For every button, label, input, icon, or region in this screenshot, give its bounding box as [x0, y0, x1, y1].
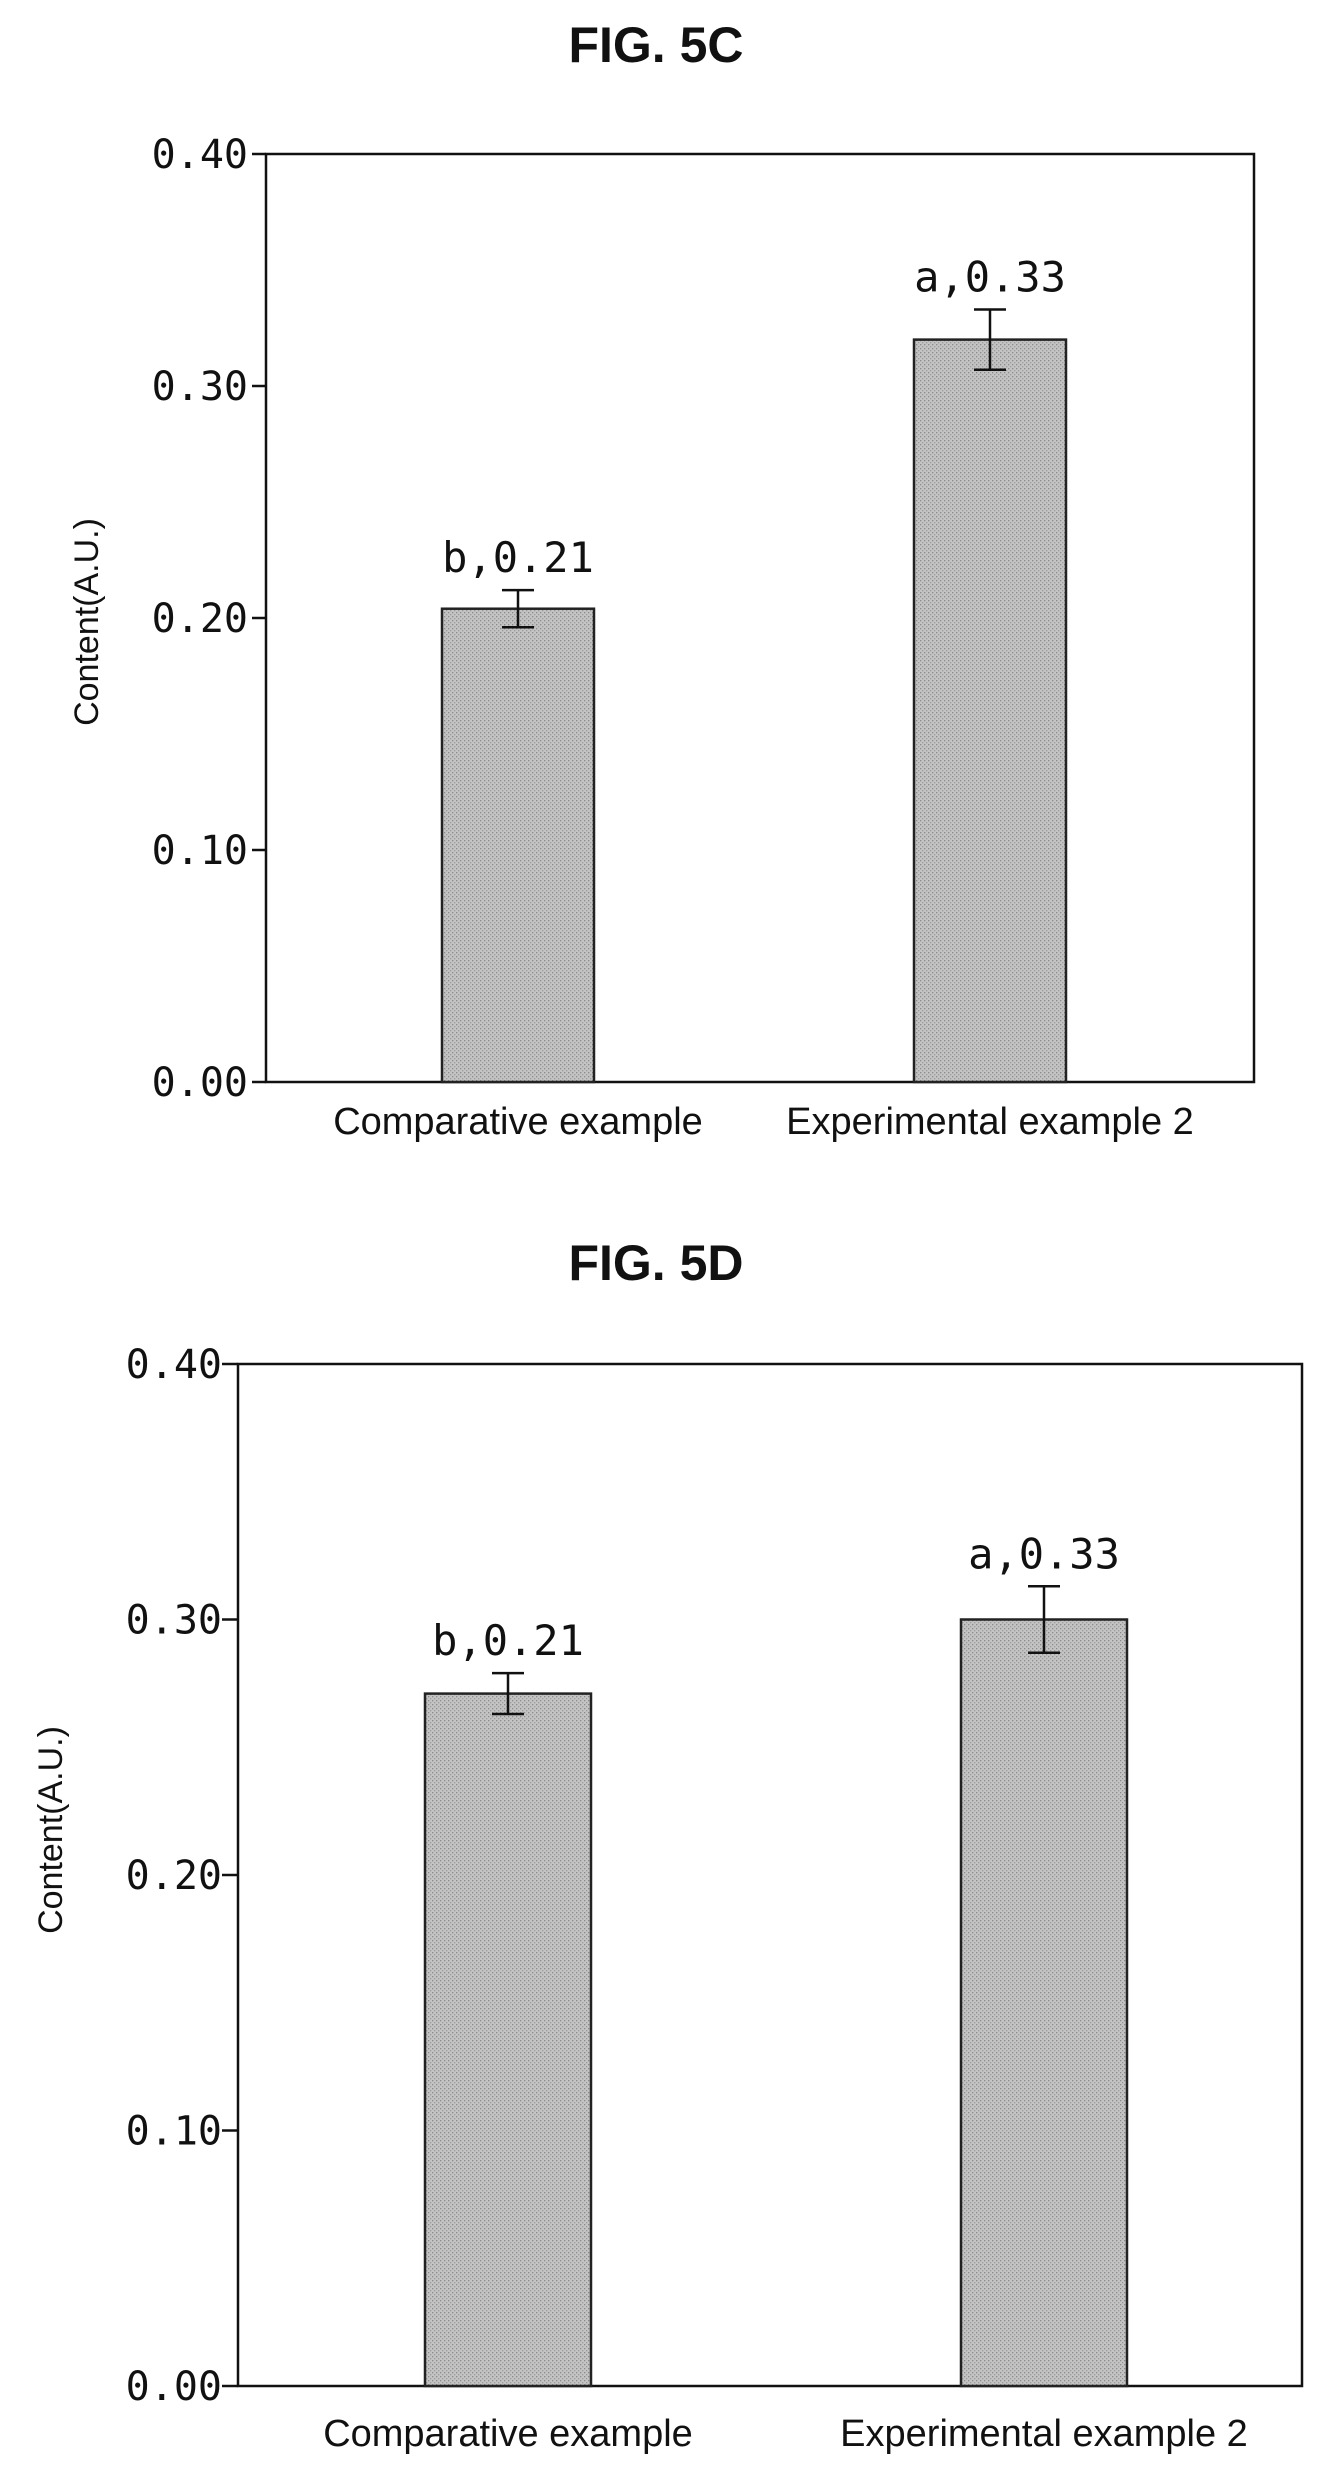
- category-labels: Comparative example Experimental example …: [333, 1101, 1194, 1143]
- y-tick-label: 0.30: [126, 1598, 222, 1644]
- y-tick-label: 0.20: [152, 596, 248, 642]
- chart-title: FIG. 5C: [568, 17, 743, 73]
- y-axis-ticks: 0.00 0.10 0.20 0.30 0.40: [152, 132, 266, 1106]
- chart-fig-5d: FIG. 5D Content(A.U.) 0.000.100.200.300.…: [32, 1235, 1304, 2455]
- y-tick-label: 0.10: [126, 2109, 222, 2155]
- x-category-label: Comparative example: [333, 1101, 703, 1143]
- x-category-label: Experimental example 2: [840, 2413, 1248, 2455]
- y-tick-label: 0.30: [152, 364, 248, 410]
- data-label: a,0.33: [914, 252, 1066, 301]
- y-tick-label: 0.40: [152, 132, 248, 178]
- bars: b,0.21 a,0.33: [423, 1529, 1129, 2388]
- y-axis-ticks: 0.00 0.10 0.20 0.30 0.40: [126, 1342, 238, 2410]
- category-labels: Comparative example Experimental example …: [323, 2413, 1248, 2455]
- data-label: b,0.21: [442, 533, 594, 582]
- bar: [440, 607, 596, 1084]
- data-label: a,0.33: [968, 1529, 1120, 1578]
- y-tick-label: 0.10: [152, 828, 248, 874]
- y-tick-label: 0.40: [126, 1342, 222, 1388]
- chart-fig-5c: FIG. 5C Content(A.U.) 0.000.100.200.300.…: [68, 17, 1256, 1143]
- y-tick-label: 0.00: [152, 1060, 248, 1106]
- plot-frame: [236, 1362, 1304, 2388]
- bar: [959, 1618, 1129, 2388]
- y-tick-label: 0.20: [126, 1853, 222, 1899]
- x-category-label: Comparative example: [323, 2413, 693, 2455]
- x-category-label: Experimental example 2: [786, 1101, 1194, 1143]
- y-tick-label: 0.00: [126, 2364, 222, 2410]
- bar: [423, 1692, 593, 2388]
- bars: b,0.21 a,0.33: [440, 252, 1068, 1084]
- data-label: b,0.21: [432, 1616, 584, 1665]
- chart-title: FIG. 5D: [568, 1235, 743, 1291]
- y-axis-label: Content(A.U.): [32, 1726, 70, 1934]
- y-axis-label: Content(A.U.): [68, 518, 106, 726]
- plot-frame: [264, 152, 1256, 1084]
- bar: [912, 338, 1068, 1084]
